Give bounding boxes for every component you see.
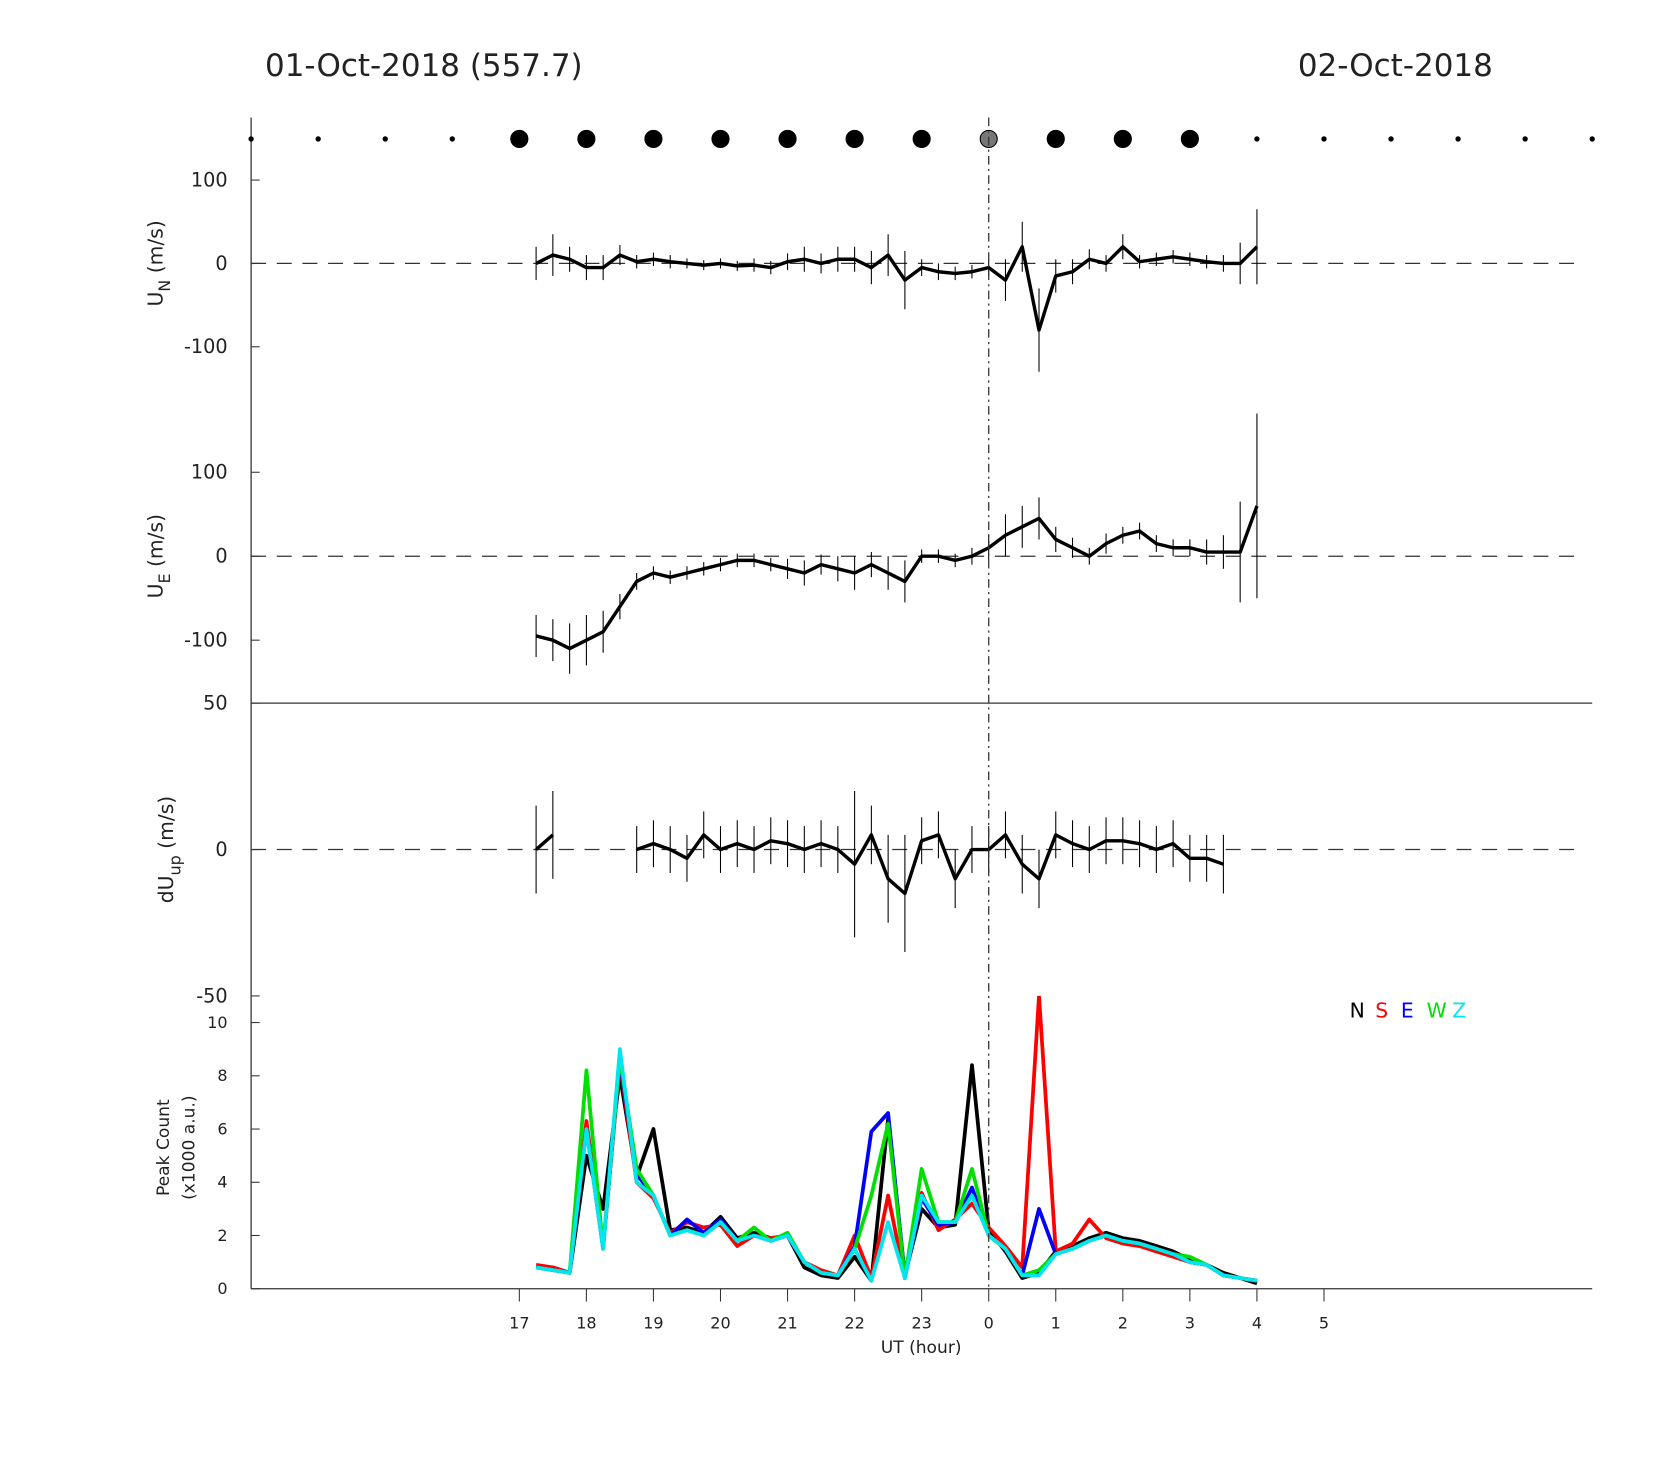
data-line (535, 245, 1259, 332)
y-tick-label: 0 (215, 838, 227, 861)
x-tick-label: 5 (1319, 1313, 1329, 1332)
legend-entry: N (1350, 998, 1365, 1022)
y-tick-label: 100 (191, 461, 228, 484)
x-label: UT (hour) (881, 1338, 962, 1358)
y-tick-label: -50 (196, 984, 227, 1007)
sky-marker (1321, 136, 1327, 142)
x-tick-label: 22 (844, 1313, 864, 1332)
data-line (535, 995, 1258, 1283)
y-tick-label: -100 (184, 629, 228, 652)
x-tick-label: 19 (643, 1313, 663, 1332)
legend-entry: S (1375, 998, 1388, 1022)
y-tick-label: 10 (207, 1013, 227, 1032)
sky-marker (577, 129, 596, 149)
y-label-unit: (m/s) (143, 514, 167, 567)
x-tick-label: 23 (911, 1313, 931, 1332)
y-label-sub: N (155, 280, 174, 292)
y-label-unit: (m/s) (154, 796, 178, 849)
y-tick-label: 2 (217, 1226, 227, 1245)
y-label-main: U (143, 292, 167, 307)
y-label-main: dU (154, 876, 178, 904)
y-label: UN (m/s) (143, 220, 173, 306)
legend-entry: E (1401, 998, 1414, 1022)
sky-marker (315, 136, 321, 142)
sky-marker (1388, 136, 1394, 142)
x-tick-label: 20 (710, 1313, 730, 1332)
title-left: 01-Oct-2018 (557.7) (265, 48, 583, 84)
y-label-main: U (143, 584, 167, 599)
sky-marker (449, 136, 455, 142)
y-label-sub: up (166, 855, 185, 875)
x-tick-label: 21 (777, 1313, 797, 1332)
sky-marker (1522, 136, 1528, 142)
x-tick-label: 3 (1185, 1313, 1195, 1332)
y-label: UE (m/s) (143, 514, 173, 598)
sky-marker (1589, 136, 1595, 142)
x-tick-label: 4 (1252, 1313, 1262, 1332)
x-tick-label: 2 (1118, 1313, 1128, 1332)
x-tick-label: 0 (984, 1313, 994, 1332)
y-tick-label: 0 (217, 1279, 227, 1298)
sky-marker (382, 136, 388, 142)
sky-marker (644, 129, 663, 149)
y-label: Peak Count (154, 1099, 174, 1196)
legend-entry: W (1427, 998, 1447, 1022)
y-tick-label: 8 (217, 1066, 227, 1085)
sky-marker (711, 129, 730, 149)
sky-marker (845, 129, 864, 149)
title-right: 02-Oct-2018 (1298, 48, 1493, 84)
y-tick-label: 6 (217, 1119, 227, 1138)
sky-marker (1455, 136, 1461, 142)
sky-marker (1046, 129, 1065, 149)
data-line (535, 505, 1259, 651)
x-tick-label: 1 (1051, 1313, 1061, 1332)
data-line (534, 833, 1224, 896)
y-tick-label: 100 (191, 168, 228, 191)
sky-marker (912, 129, 931, 149)
y-label-sub: E (155, 573, 174, 583)
y-label-unit: (m/s) (143, 220, 167, 273)
legend-entry: Z (1452, 998, 1466, 1022)
y-tick-label: 0 (215, 545, 227, 568)
y-label: dUup (m/s) (154, 796, 184, 904)
x-tick-label: 17 (509, 1313, 529, 1332)
sky-marker (248, 136, 254, 142)
x-tick-label: 18 (576, 1313, 596, 1332)
data-line (535, 1047, 1258, 1283)
sky-marker (778, 129, 797, 149)
y-tick-label: 0 (215, 252, 227, 275)
y-tick-label: -100 (184, 335, 228, 358)
sky-marker (1113, 129, 1132, 149)
sky-marker (1180, 129, 1199, 149)
sky-marker (510, 129, 529, 149)
y-tick-label: 50 (203, 692, 227, 715)
y-label: (x1000 a.u.) (179, 1095, 199, 1199)
y-tick-label: 4 (217, 1173, 227, 1192)
sky-marker (1254, 136, 1260, 142)
